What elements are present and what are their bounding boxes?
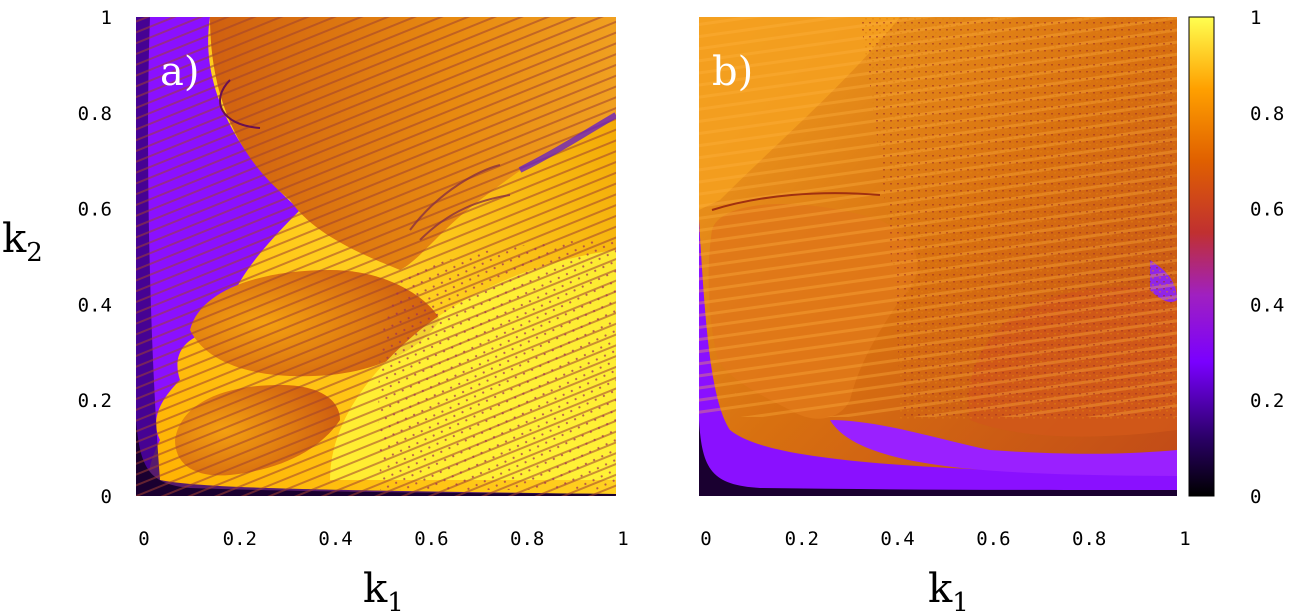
panel-label-b: b)	[712, 49, 753, 95]
heatmap-b-texture-noise	[860, 17, 1177, 420]
x-axis-label-a: k1	[363, 566, 404, 611]
y-ticks-panel-a: 0 0.2 0.4 0.6 0.8 1	[78, 7, 112, 508]
heatmap-b-purple-wedge	[830, 420, 1177, 476]
x-tick-label-b: 0.2	[785, 528, 819, 550]
x-tick-label-a: 0.6	[414, 528, 448, 550]
y-tick-label-a: 0.2	[78, 390, 112, 412]
colorbar-ticks: 0 0.2 0.4 0.6 0.8 1	[1250, 7, 1284, 508]
x-axis-label-b: k1	[928, 566, 969, 611]
y-tick-label-a: 0.4	[78, 294, 112, 316]
x-ticks-panel-b: 0 0.2 0.4 0.6 0.8 1	[700, 528, 1190, 550]
colorbar-tick-label: 0.4	[1250, 294, 1284, 316]
y-axis-label: k2	[2, 216, 43, 268]
heatmap-a-filament	[518, 112, 616, 173]
x-tick-label-b: 0	[700, 528, 711, 550]
x-tick-label-b: 0.8	[1072, 528, 1106, 550]
heatmap-a-swirl	[409, 164, 511, 241]
colorbar	[1188, 16, 1215, 497]
colorbar-tick-label: 0.8	[1250, 103, 1284, 125]
heatmap-panel-b: b)	[699, 17, 1177, 496]
colorbar-tick-label: 0.6	[1250, 199, 1284, 221]
y-tick-label-a: 0	[101, 486, 112, 508]
panel-label-a: a)	[160, 49, 199, 95]
colorbar-tick-label: 1	[1250, 7, 1261, 29]
colorbar-tick-label: 0	[1250, 486, 1261, 508]
heatmap-b-low-region	[699, 220, 1177, 496]
y-tick-label-a: 1	[101, 7, 112, 29]
x-ticks-panel-a: 0 0.2 0.4 0.6 0.8 1	[138, 528, 628, 550]
x-tick-label-a: 0	[138, 528, 149, 550]
x-tick-label-b: 1	[1179, 528, 1190, 550]
x-tick-label-a: 0.4	[318, 528, 352, 550]
heatmap-a-texture-dots	[378, 240, 616, 490]
x-tick-label-b: 0.6	[976, 528, 1010, 550]
y-tick-label-a: 0.6	[78, 199, 112, 221]
heatmap-panel-a: a)	[136, 17, 616, 496]
x-tick-label-a: 1	[617, 528, 628, 550]
y-tick-label-a: 0.8	[78, 103, 112, 125]
x-tick-label-b: 0.4	[880, 528, 914, 550]
heatmap-b-dark-corner	[699, 420, 1177, 496]
colorbar-tick-label: 0.2	[1250, 390, 1284, 412]
x-tick-label-a: 0.2	[223, 528, 257, 550]
heatmap-b-arc	[711, 192, 881, 211]
heatmap-a-arc	[219, 79, 261, 129]
x-tick-label-a: 0.8	[510, 528, 544, 550]
